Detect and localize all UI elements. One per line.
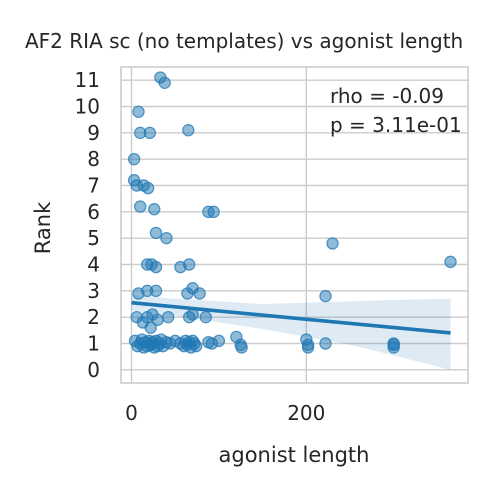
data-point bbox=[144, 321, 157, 334]
x-tick-label: 0 bbox=[125, 401, 138, 425]
data-point bbox=[326, 237, 339, 250]
data-point bbox=[161, 310, 175, 324]
data-point bbox=[182, 258, 196, 271]
data-point bbox=[132, 105, 145, 118]
data-point bbox=[143, 126, 157, 140]
data-point bbox=[444, 255, 457, 269]
y-tick-label: 1 bbox=[87, 332, 100, 356]
data-point bbox=[182, 123, 195, 137]
plot-frame bbox=[120, 66, 469, 384]
x-axis-title: agonist length bbox=[219, 443, 370, 467]
y-tick-label: 0 bbox=[87, 358, 100, 382]
y-tick-label: 4 bbox=[87, 253, 100, 277]
data-point bbox=[319, 337, 332, 350]
data-point bbox=[158, 76, 171, 90]
data-point bbox=[189, 339, 203, 353]
chart-title: AF2 RIA sc (no templates) vs agonist len… bbox=[25, 29, 463, 53]
confidence-band bbox=[131, 294, 451, 370]
data-point bbox=[148, 202, 161, 216]
data-point bbox=[149, 284, 163, 298]
y-tick-label: 2 bbox=[87, 305, 100, 329]
y-tick-label: 10 bbox=[75, 95, 100, 119]
data-point bbox=[141, 181, 155, 195]
data-point bbox=[182, 310, 196, 324]
data-point bbox=[235, 341, 248, 354]
data-point bbox=[199, 310, 212, 324]
data-point bbox=[134, 200, 147, 213]
data-point bbox=[127, 152, 141, 166]
data-point bbox=[193, 287, 206, 300]
y-tick-label: 11 bbox=[75, 68, 100, 92]
data-point bbox=[149, 226, 163, 240]
y-tick-label: 3 bbox=[87, 279, 100, 303]
regression-line-layer bbox=[131, 300, 451, 335]
rho-annotation: rho = -0.09 bbox=[330, 84, 444, 108]
y-tick-label: 8 bbox=[87, 147, 100, 171]
data-point bbox=[149, 260, 163, 274]
data-point bbox=[181, 287, 194, 300]
data-points bbox=[127, 71, 457, 354]
x-tick-labels: 0 200 bbox=[125, 401, 325, 425]
y-tick-label: 5 bbox=[87, 226, 100, 250]
p-value-annotation: p = 3.11e-01 bbox=[330, 113, 462, 137]
confidence-band-layer bbox=[131, 294, 451, 370]
y-tick-label: 9 bbox=[87, 121, 100, 145]
grid-lines bbox=[121, 67, 468, 383]
data-point bbox=[319, 289, 332, 303]
y-axis-title: Rank bbox=[31, 201, 55, 254]
y-tick-label: 6 bbox=[87, 200, 100, 224]
data-point bbox=[212, 334, 226, 348]
data-point bbox=[207, 205, 220, 219]
y-tick-label: 7 bbox=[87, 174, 100, 198]
data-point bbox=[387, 341, 400, 354]
data-point bbox=[160, 231, 173, 245]
data-point bbox=[301, 341, 315, 354]
regression-line bbox=[131, 300, 451, 335]
x-tick-label: 200 bbox=[287, 401, 325, 425]
